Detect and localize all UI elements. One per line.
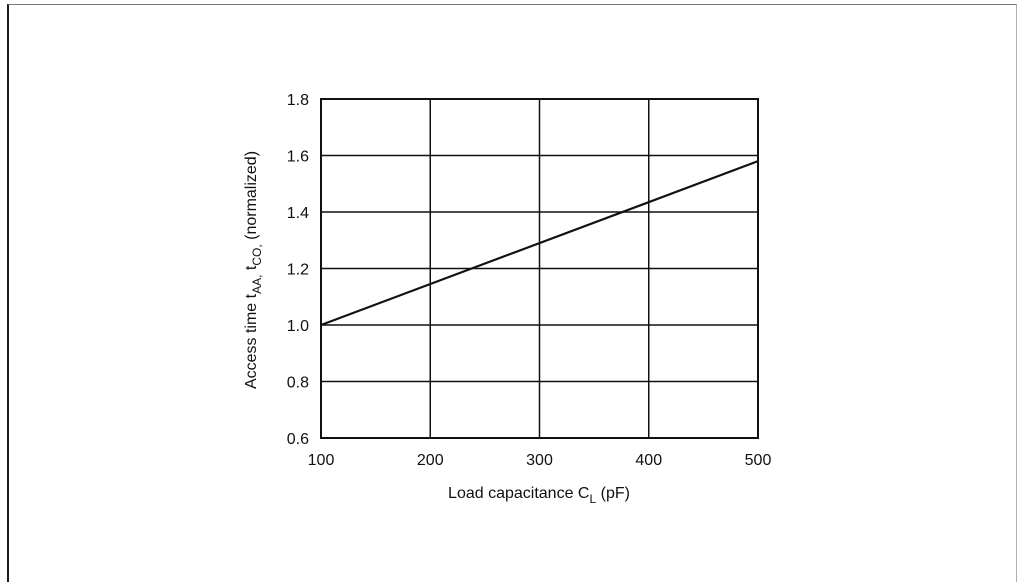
y-tick-labels: 0.6 0.8 1.0 1.2 1.4 1.6 1.8: [287, 92, 309, 448]
y-tick-label: 1.6: [287, 149, 309, 166]
series-layer: [320, 160, 759, 327]
x-tick-label: 100: [308, 452, 335, 469]
grid-lines: [320, 98, 759, 439]
y-tick-label: 0.8: [287, 375, 309, 392]
x-axis-label-unit: (pF): [596, 485, 630, 502]
y-tick-label: 0.6: [287, 431, 309, 448]
plot-area-border: [320, 98, 759, 439]
x-tick-label: 300: [526, 452, 553, 469]
y-axis-label: Access time tAA, tCO, (normalized): [243, 151, 264, 389]
y-axis-label-part2: t: [243, 265, 260, 274]
x-axis-label: Load capacitance CL (pF): [448, 485, 630, 506]
x-axis-label-subscript: L: [589, 492, 596, 506]
y-tick-label: 1.0: [287, 318, 309, 335]
y-axis-label-subscript-co: CO,: [250, 244, 264, 265]
x-axis-label-main: Load capacitance C: [448, 485, 589, 502]
x-tick-labels: 100 200 300 400 500: [308, 452, 772, 469]
y-tick-label: 1.4: [287, 205, 309, 222]
figure-frame: [7, 4, 1017, 582]
y-axis-label-part1: Access time t: [243, 293, 260, 389]
access-time-line: [320, 160, 759, 327]
x-tick-label: 200: [417, 452, 444, 469]
y-tick-label: 1.2: [287, 262, 309, 279]
x-tick-label: 500: [745, 452, 772, 469]
y-axis-label-subscript-aa: AA,: [250, 275, 264, 294]
y-tick-label: 1.8: [287, 92, 309, 109]
y-axis-label-part3: (normalized): [243, 151, 260, 244]
x-tick-label: 400: [635, 452, 662, 469]
